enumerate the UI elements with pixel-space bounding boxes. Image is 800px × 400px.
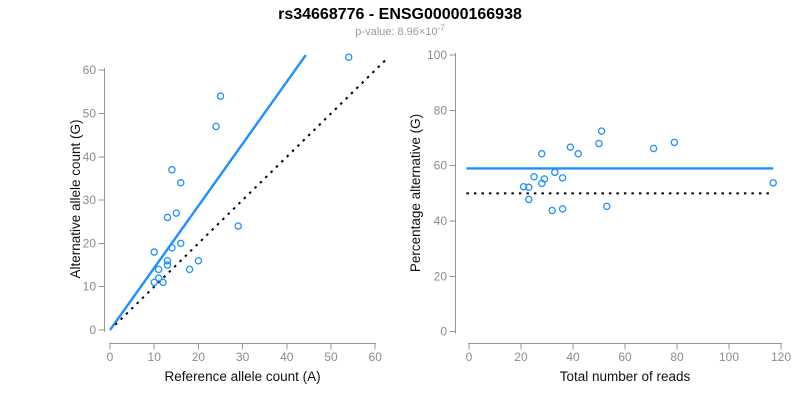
y-tick-label: 20 bbox=[434, 269, 448, 283]
p-value: p-value: 8.96×10-7 bbox=[0, 23, 800, 38]
x-tick-label: 60 bbox=[618, 350, 632, 364]
data-point bbox=[194, 256, 203, 265]
data-point bbox=[176, 239, 185, 248]
data-point bbox=[344, 53, 353, 61]
x-tick-label: 100 bbox=[719, 350, 739, 364]
y-tick-label: 30 bbox=[83, 193, 97, 207]
percentage-alternative-plot: 0 20 40 60 80 100 0 20 40 60 80 100 120 Total number … bbox=[408, 48, 791, 384]
x-tick-label: 10 bbox=[148, 350, 162, 364]
y-axis-title: Alternative allele count (G) bbox=[68, 119, 83, 278]
y-tick-label: 100 bbox=[427, 48, 447, 62]
data-point bbox=[566, 143, 575, 151]
data-point bbox=[769, 179, 777, 187]
data-point bbox=[551, 168, 559, 177]
data-point bbox=[154, 274, 163, 282]
allele-counts-plot: 0 10 20 30 40 50 60 0 10 20 30 40 50 60 Reference alle… bbox=[68, 53, 387, 384]
x-tick-label: 0 bbox=[466, 350, 473, 364]
data-point bbox=[558, 205, 567, 213]
tick-labels: 0 20 40 60 80 100 0 20 40 60 80 100 120 bbox=[427, 48, 791, 364]
data-point bbox=[558, 174, 567, 182]
p-value-exponent: -7 bbox=[437, 23, 445, 33]
x-tick-label: 30 bbox=[236, 350, 250, 364]
data-point bbox=[530, 172, 538, 181]
data-point bbox=[150, 248, 158, 256]
y-tick-label: 50 bbox=[83, 107, 97, 121]
p-value-text: p-value: 8.96×10 bbox=[355, 26, 438, 38]
fit-line bbox=[109, 54, 307, 331]
data-point bbox=[548, 206, 556, 215]
data-point bbox=[649, 144, 658, 153]
x-tick-label: 20 bbox=[514, 350, 528, 364]
data-point bbox=[216, 92, 225, 100]
y-tick-label: 80 bbox=[434, 103, 448, 117]
x-tick-label: 40 bbox=[566, 350, 580, 364]
y-tick-label: 10 bbox=[83, 280, 97, 294]
x-tick-label: 60 bbox=[369, 350, 383, 364]
data-point bbox=[525, 195, 533, 204]
x-axis-title: Reference allele count (A) bbox=[165, 369, 321, 384]
tick-labels: 0 10 20 30 40 50 60 0 10 20 30 40 50 60 bbox=[83, 63, 383, 364]
y-tick-label: 0 bbox=[440, 325, 447, 339]
data-point bbox=[185, 265, 194, 274]
data-point bbox=[154, 265, 163, 274]
x-tick-label: 120 bbox=[771, 350, 791, 364]
y-tick-label: 40 bbox=[83, 150, 97, 164]
x-tick-label: 20 bbox=[192, 350, 206, 364]
data-point bbox=[176, 179, 185, 187]
page-title: rs34668776 - ENSG00000166938 bbox=[278, 6, 522, 23]
axes bbox=[449, 53, 782, 350]
data-point bbox=[163, 256, 172, 265]
chart-header: rs34668776 - ENSG00000166938 p-value: 8.… bbox=[0, 0, 800, 38]
y-axis-title: Percentage alternative (G) bbox=[408, 114, 423, 272]
data-point bbox=[168, 166, 176, 174]
data-point bbox=[163, 213, 172, 222]
data-point bbox=[172, 209, 181, 217]
data-point bbox=[159, 278, 167, 287]
y-tick-label: 0 bbox=[89, 323, 96, 337]
data-point bbox=[574, 150, 582, 158]
data-point bbox=[519, 182, 528, 191]
data-point bbox=[538, 150, 546, 158]
identity-line bbox=[114, 58, 387, 326]
axes bbox=[98, 68, 377, 350]
data-point bbox=[670, 138, 679, 147]
x-tick-label: 0 bbox=[107, 350, 114, 364]
data-point bbox=[595, 139, 603, 148]
data-point bbox=[234, 222, 242, 230]
y-tick-label: 60 bbox=[434, 159, 448, 173]
y-tick-label: 20 bbox=[83, 236, 97, 250]
y-tick-label: 40 bbox=[434, 214, 448, 228]
data-point bbox=[168, 243, 176, 252]
data-point bbox=[150, 278, 158, 287]
data-points bbox=[150, 53, 353, 287]
y-tick-label: 60 bbox=[83, 63, 97, 77]
data-point bbox=[525, 183, 533, 192]
data-points bbox=[519, 127, 777, 215]
x-tick-label: 80 bbox=[670, 350, 684, 364]
data-point bbox=[163, 261, 172, 269]
data-point bbox=[212, 122, 220, 131]
x-tick-label: 40 bbox=[280, 350, 294, 364]
data-point bbox=[538, 179, 546, 188]
data-point bbox=[603, 202, 611, 211]
data-point bbox=[597, 127, 606, 135]
x-axis-title: Total number of reads bbox=[560, 369, 691, 384]
x-tick-label: 50 bbox=[324, 350, 338, 364]
